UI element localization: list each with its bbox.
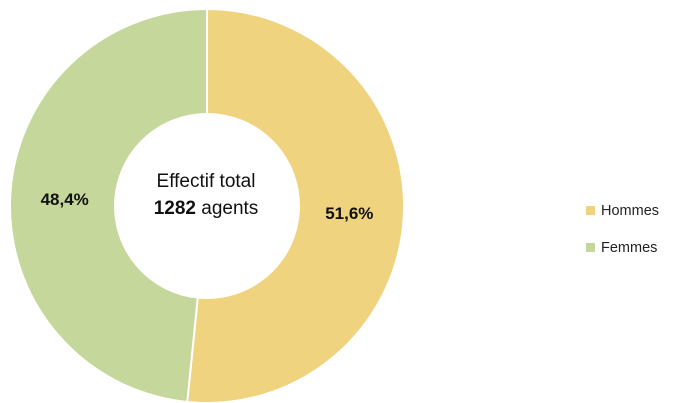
legend-label-hommes: Hommes [601,202,660,219]
data-label-hommes: 51,6% [325,204,373,223]
legend-label-femmes: Femmes [601,239,658,256]
legend-item-femmes: Femmes [586,238,659,257]
total-unit: agents [195,198,259,219]
center-label-title: Effectif total [156,171,256,192]
legend: Hommes Femmes [586,201,659,275]
legend-swatch-hommes [586,206,595,215]
legend-swatch-femmes [586,243,595,252]
data-label-femmes: 48,4% [41,190,89,209]
legend-item-hommes: Hommes [586,201,659,220]
total-count: 1282 [153,198,196,219]
slice-femmes [9,7,208,403]
slice-hommes [186,7,405,403]
center-label: Effectif total 1282 agents [126,168,286,222]
center-label-total: 1282 agents [126,195,286,222]
